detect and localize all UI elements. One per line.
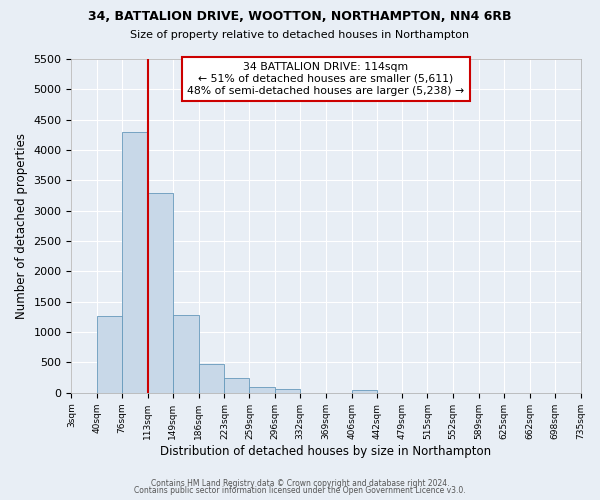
Bar <box>97 316 122 393</box>
Bar <box>224 378 250 393</box>
Text: Contains HM Land Registry data © Crown copyright and database right 2024.: Contains HM Land Registry data © Crown c… <box>151 478 449 488</box>
Y-axis label: Number of detached properties: Number of detached properties <box>15 133 28 319</box>
X-axis label: Distribution of detached houses by size in Northampton: Distribution of detached houses by size … <box>160 444 491 458</box>
Text: 34 BATTALION DRIVE: 114sqm
← 51% of detached houses are smaller (5,611)
48% of s: 34 BATTALION DRIVE: 114sqm ← 51% of deta… <box>187 62 464 96</box>
Text: Size of property relative to detached houses in Northampton: Size of property relative to detached ho… <box>130 30 470 40</box>
Bar <box>148 193 173 393</box>
Text: 34, BATTALION DRIVE, WOOTTON, NORTHAMPTON, NN4 6RB: 34, BATTALION DRIVE, WOOTTON, NORTHAMPTO… <box>88 10 512 23</box>
Bar <box>173 314 199 393</box>
Bar <box>199 364 224 393</box>
Bar <box>250 387 275 393</box>
Bar <box>122 132 148 393</box>
Bar <box>352 390 377 393</box>
Text: Contains public sector information licensed under the Open Government Licence v3: Contains public sector information licen… <box>134 486 466 495</box>
Bar <box>275 389 300 393</box>
